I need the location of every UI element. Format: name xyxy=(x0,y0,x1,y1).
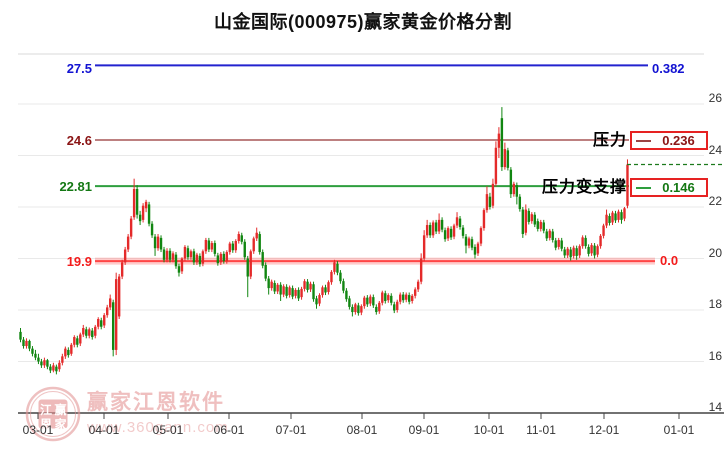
watermark-seal-logo: 江 赢 恩 家 xyxy=(25,386,81,442)
level-price-label-0: 19.9 xyxy=(66,254,92,269)
x-axis-label: 10-01 xyxy=(473,423,505,437)
svg-text:江: 江 xyxy=(40,402,52,417)
level-line-swatch-146 xyxy=(636,186,651,189)
y-axis-label: 26 xyxy=(708,91,722,105)
level-price-label-236: 24.6 xyxy=(66,133,92,148)
x-axis-label: 01-01 xyxy=(663,423,695,437)
x-axis-label: 11-01 xyxy=(526,423,556,437)
level-ratio-label-236: 0.236 xyxy=(662,133,695,148)
ratio-box-146: 0.146 xyxy=(630,178,708,197)
x-axis-label: 03-01 xyxy=(22,423,54,437)
x-axis-label: 09-01 xyxy=(408,423,440,437)
y-axis-label: 18 xyxy=(708,297,722,311)
y-axis-label: 20 xyxy=(708,245,722,260)
pressure-label: 压力 xyxy=(592,132,627,149)
svg-text:赢: 赢 xyxy=(54,402,66,417)
page-title: 山金国际(000975)赢家黄金价格分割 xyxy=(213,12,513,32)
x-axis-label: 12-01 xyxy=(588,423,620,437)
watermark-url-text: www.360gann.com xyxy=(87,419,229,436)
y-axis-label: 14 xyxy=(708,400,722,414)
x-axis-label: 07-01 xyxy=(275,423,307,437)
level-line-swatch-236 xyxy=(636,139,651,142)
level-price-label-146: 22.81 xyxy=(59,179,92,194)
level-ratio-label-382: 0.382 xyxy=(652,61,685,76)
y-axis-label: 22 xyxy=(708,194,722,208)
svg-text:恩: 恩 xyxy=(40,417,52,432)
level-price-label-382: 27.5 xyxy=(66,61,92,76)
x-axis-label: 08-01 xyxy=(346,423,378,437)
x-axis-label: 06-01 xyxy=(213,423,245,437)
svg-text:家: 家 xyxy=(54,417,67,432)
x-axis-label: 05-01 xyxy=(152,423,184,437)
level-ratio-label-0: 0.0 xyxy=(660,253,679,268)
y-axis-label: 16 xyxy=(708,348,722,363)
y-axis-label: 24 xyxy=(708,142,722,157)
watermark-brand-text: 赢家江恩软件 xyxy=(87,391,225,414)
ratio-box-236: 0.236 xyxy=(630,131,708,150)
x-axis-label: 04-01 xyxy=(88,423,120,437)
pressure-to-support-label: 压力变支撑 xyxy=(541,179,627,196)
level-ratio-label-146: 0.146 xyxy=(662,180,695,195)
